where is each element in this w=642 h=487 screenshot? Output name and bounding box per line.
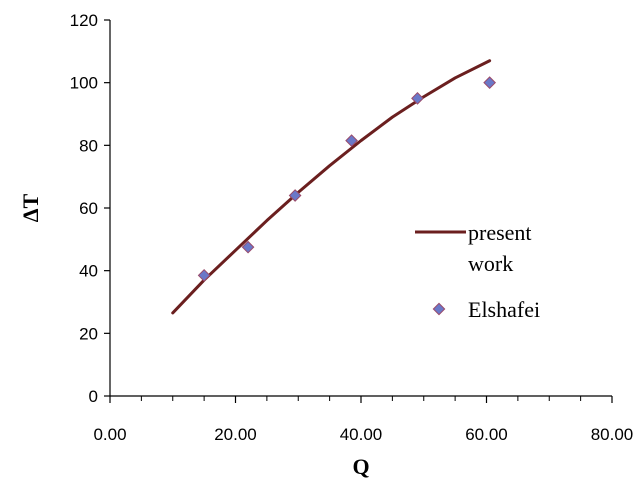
y-tick-label: 0 [89,387,98,406]
legend-label-present-work-line2: work [468,251,513,276]
x-tick-label: 20.00 [214,425,257,444]
y-tick-label: 40 [79,262,98,281]
legend: present work Elshafei [415,220,540,322]
data-point-elshafei [288,189,302,202]
plot-area: 0 20 40 60 80 100 120 0.00 20.00 40.00 60.00 80.00 [70,11,634,444]
legend-label-present-work-line1: present [468,220,532,245]
series-line-present-work [171,59,492,315]
y-tick-label: 120 [70,11,98,30]
series-layer [171,59,497,315]
y-tick-label: 20 [79,324,98,343]
x-tick-label: 60.00 [465,425,508,444]
data-point-elshafei [197,269,211,282]
legend-marker-swatch [432,302,446,316]
x-axis-title: Q [352,454,369,479]
y-tick-label: 80 [79,136,98,155]
y-axis-title: ΔT [18,193,43,222]
data-point-elshafei [345,134,358,147]
x-tick-label: 80.00 [591,425,634,444]
data-point-elshafei [483,76,497,90]
y-tick-label: 60 [79,199,98,218]
y-tick-label: 100 [70,74,98,93]
x-tick-label: 40.00 [340,425,383,444]
x-axis-ticks: 0.00 20.00 40.00 60.00 80.00 [93,396,633,444]
y-axis-ticks: 0 20 40 60 80 100 120 [70,11,110,406]
legend-label-elshafei: Elshafei [468,297,540,322]
data-point-elshafei [411,91,424,105]
data-point-elshafei [241,240,255,254]
x-tick-label: 0.00 [93,425,126,444]
